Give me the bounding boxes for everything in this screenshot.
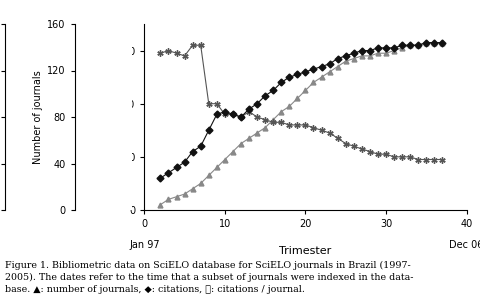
Text: Dec 06: Dec 06 [448,240,480,250]
Text: Jan 97: Jan 97 [129,240,159,250]
Text: Figure 1. Bibliometric data on SciELO database for SciELO journals in Brazil (19: Figure 1. Bibliometric data on SciELO da… [5,261,412,294]
Y-axis label: Citation $\times$ 10$^{-4}$: Citation $\times$ 10$^{-4}$ [106,79,120,155]
Y-axis label: Number of journals: Number of journals [33,70,43,164]
X-axis label: Trimester: Trimester [279,246,331,256]
